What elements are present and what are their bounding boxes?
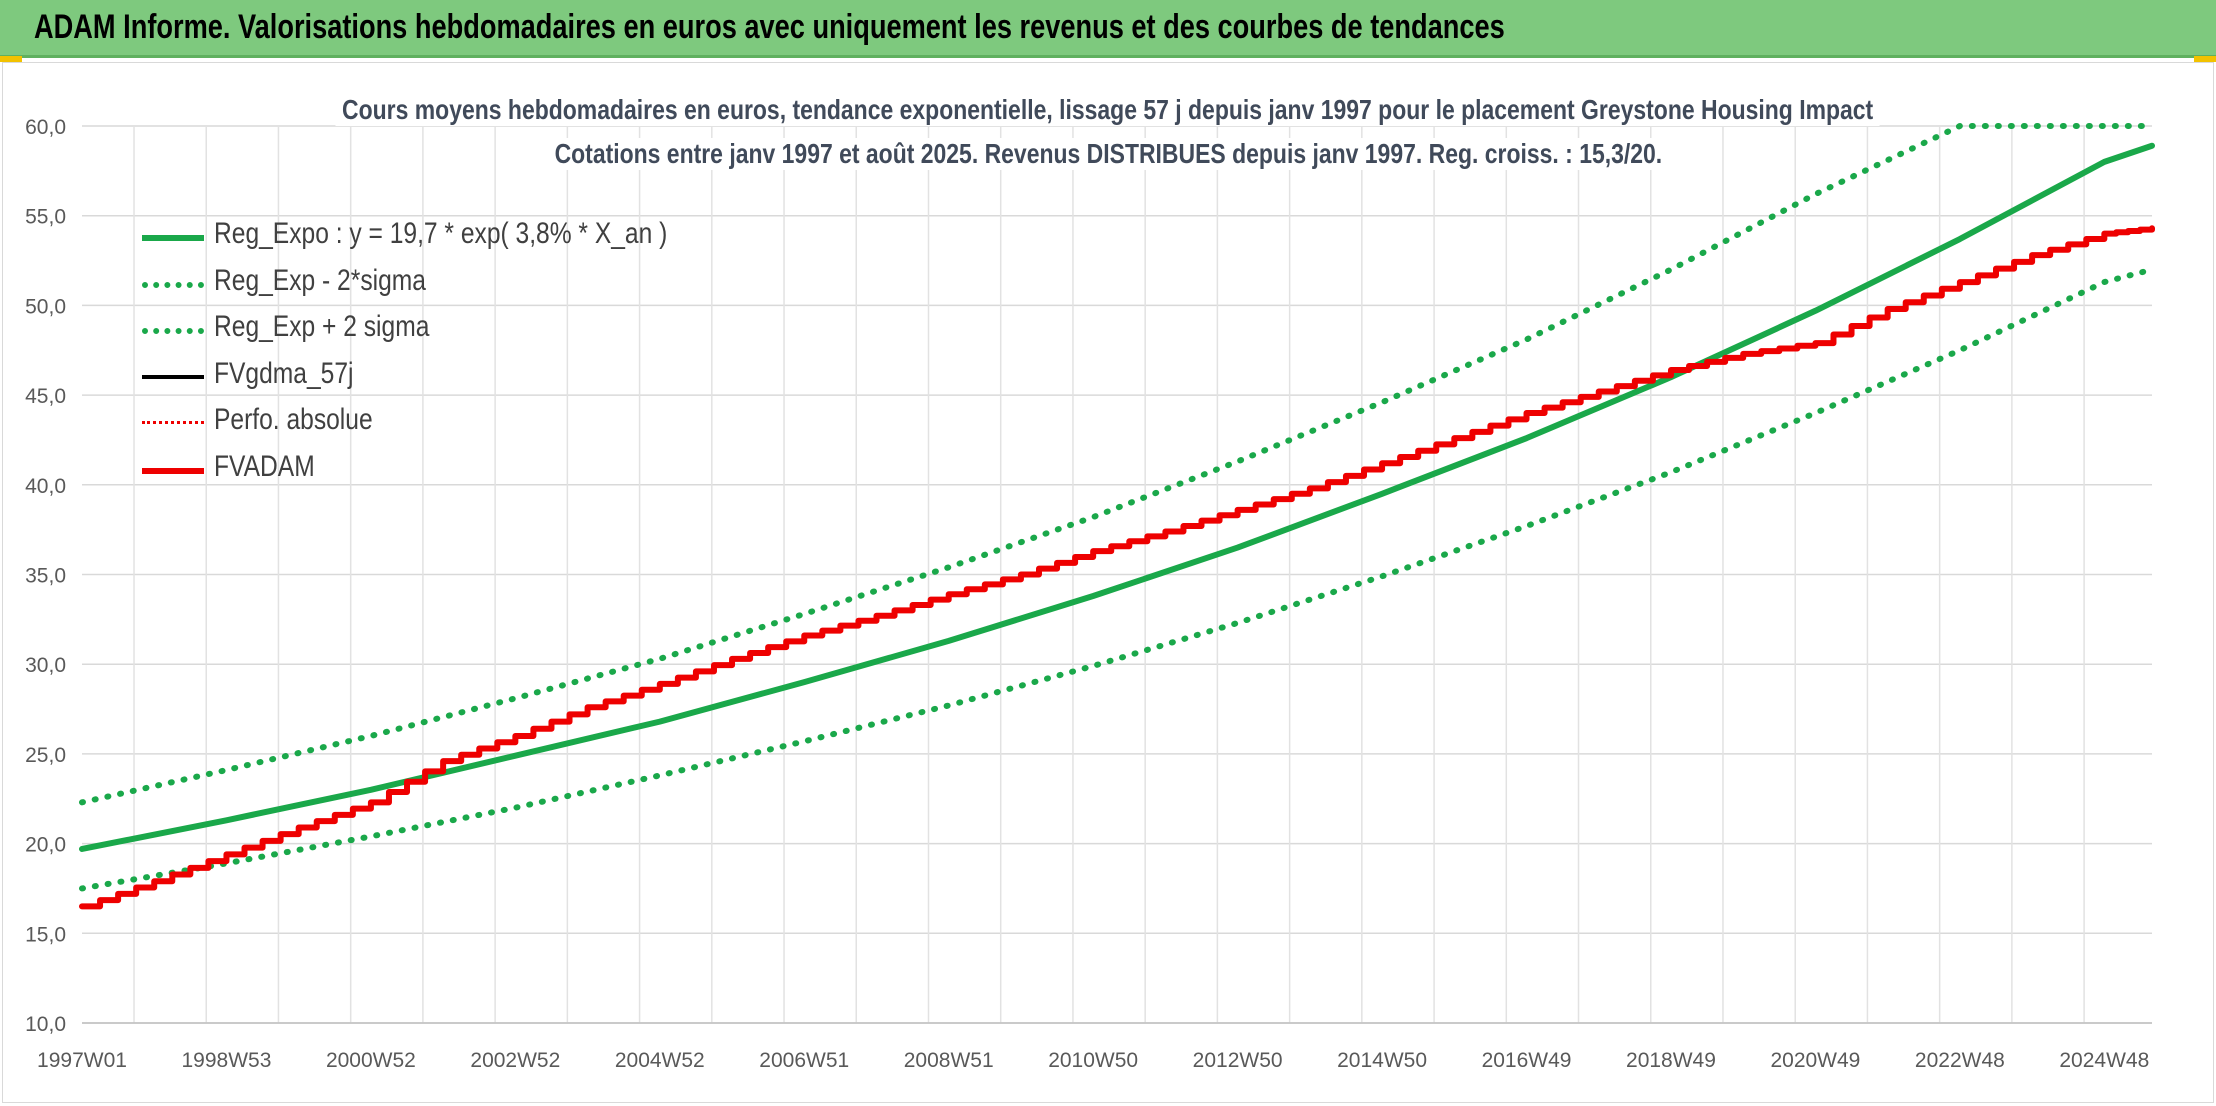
y-tick-label: 60,0 <box>25 116 66 139</box>
corner-marker-top-left <box>0 56 22 62</box>
chart-title-line-2-text: Cotations entre janv 1997 et août 2025. … <box>547 138 1669 170</box>
y-tick-label: 15,0 <box>25 923 66 946</box>
y-tick-label: 55,0 <box>25 206 66 229</box>
legend-label-fvgdma: FVgdma_57j <box>214 356 354 390</box>
y-tick-label: 20,0 <box>25 834 66 857</box>
y-tick-label: 45,0 <box>25 385 66 408</box>
x-tick-label: 2024W48 <box>2059 1049 2149 1072</box>
legend-label-reg-exp-minus: Reg_Exp - 2*sigma <box>214 263 426 297</box>
x-tick-label: 2014W50 <box>1337 1049 1427 1072</box>
y-tick-label: 40,0 <box>25 475 66 498</box>
x-tick-label: 2016W49 <box>1482 1049 1572 1072</box>
x-tick-label: 2004W52 <box>615 1049 705 1072</box>
legend-label-perfo-absolue: Perfo. absolue <box>214 403 373 436</box>
legend-swatch-reg-exp-plus <box>142 328 204 334</box>
series-line-0 <box>79 142 2155 852</box>
grid <box>82 125 2152 1024</box>
legend-swatch-reg-expo <box>142 235 204 241</box>
y-tick-label: 25,0 <box>25 744 66 767</box>
y-tick-label: 10,0 <box>25 1013 66 1036</box>
series-lines <box>79 123 2155 910</box>
x-tick-label: 2002W52 <box>470 1049 560 1072</box>
legend-label-fvadam: FVADAM <box>214 449 315 483</box>
report-banner: ADAM Informe. Valorisations hebdomadaire… <box>0 0 2216 58</box>
chart-frame <box>2 62 2214 1103</box>
x-tick-label: 2006W51 <box>759 1049 849 1072</box>
corner-marker-top-right <box>2194 56 2216 62</box>
x-tick-label: 2022W48 <box>1915 1049 2005 1072</box>
chart-title-line-2: Cotations entre janv 1997 et août 2025. … <box>0 138 2216 170</box>
y-tick-label: 35,0 <box>25 565 66 588</box>
legend-swatch-reg-exp-minus <box>142 281 204 288</box>
report-title: ADAM Informe. Valorisations hebdomadaire… <box>34 8 1505 46</box>
x-tick-label: 1997W01 <box>37 1049 127 1072</box>
legend-label-reg-expo: Reg_Expo : y = 19,7 * exp( 3,8% * X_an ) <box>214 217 668 250</box>
series-line-5 <box>79 225 2155 910</box>
y-tick-label: 50,0 <box>25 295 66 318</box>
x-tick-label: 2010W50 <box>1048 1049 1138 1072</box>
legend-swatch-perfo-absolue <box>142 421 204 424</box>
x-tick-label: 2012W50 <box>1193 1049 1283 1072</box>
legend-label-reg-exp-plus: Reg_Exp + 2 sigma <box>214 310 430 343</box>
x-tick-label: 2018W49 <box>1626 1049 1716 1072</box>
series-line-2 <box>79 123 2155 806</box>
axes: 10,0 15,0 20,0 25,0 30,0 35,0 40,0 45,0 50,0 55,0… <box>25 116 2152 1072</box>
x-tick-label: 2008W51 <box>904 1049 994 1072</box>
x-tick-label: 1998W53 <box>181 1049 271 1072</box>
legend-swatch-fvadam <box>142 467 204 474</box>
x-tick-label: 2020W49 <box>1770 1049 1860 1072</box>
chart-title-line-1: Cours moyens hebdomadaires en euros, ten… <box>0 94 2216 126</box>
chart-title-line-1-text: Cours moyens hebdomadaires en euros, ten… <box>335 94 1881 126</box>
y-tick-label: 30,0 <box>25 654 66 677</box>
series-line-1 <box>79 266 2155 892</box>
legend-swatch-fvgdma <box>142 374 204 379</box>
x-tick-label: 2000W52 <box>326 1049 416 1072</box>
